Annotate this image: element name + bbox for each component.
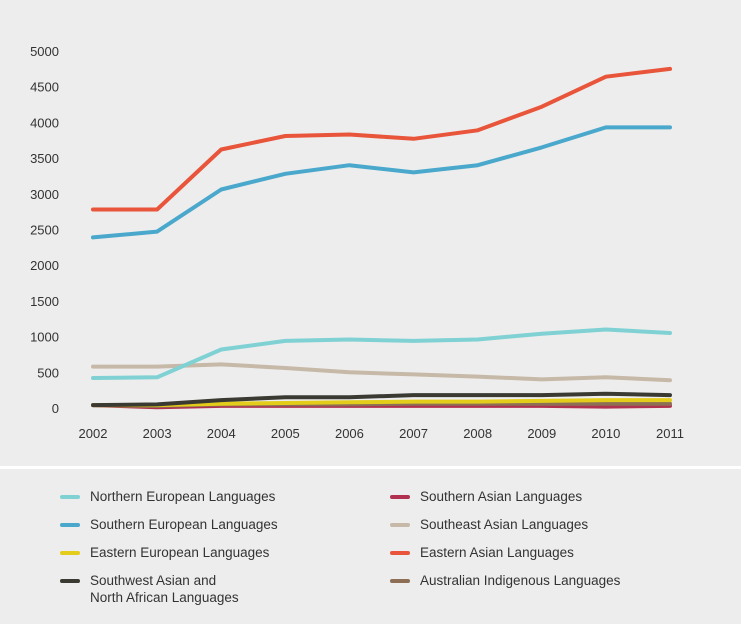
- legend-item: Southeast Asian Languages: [390, 516, 720, 544]
- y-tick-label: 0: [52, 401, 59, 416]
- y-tick-label: 1000: [30, 330, 59, 345]
- series-line-southern-european-languages: [91, 125, 672, 240]
- legend-label: Australian Indigenous Languages: [420, 573, 621, 588]
- legend-label: Eastern European Languages: [90, 545, 270, 560]
- series-line-eastern-asian-languages: [91, 66, 672, 212]
- x-tick-label: 2009: [527, 426, 556, 441]
- series-line-northern-european-languages: [91, 327, 672, 380]
- y-tick-label: 2500: [30, 223, 59, 238]
- legend-item: Eastern Asian Languages: [390, 544, 720, 572]
- line-chart: 0 500 1000 1500 2000 2500 3000 3500 4000 4500 5000…: [30, 44, 684, 441]
- legend-swatch: [390, 551, 410, 555]
- x-tick-label: 2011: [656, 426, 684, 441]
- legend-divider: [0, 466, 741, 469]
- legend-item: Southern European Languages: [60, 516, 390, 544]
- legend-item: Australian Indigenous Languages: [390, 572, 720, 600]
- y-tick-label: 3000: [30, 187, 59, 202]
- x-tick-label: 2006: [335, 426, 364, 441]
- y-tick-label: 1500: [30, 294, 59, 309]
- x-tick-label: 2010: [591, 426, 620, 441]
- y-tick-label: 4000: [30, 115, 59, 130]
- x-tick-label: 2003: [143, 426, 172, 441]
- legend-swatch: [390, 523, 410, 527]
- chart-panel: 0 500 1000 1500 2000 2500 3000 3500 4000 4500 5000…: [30, 44, 684, 441]
- legend-label: Southeast Asian Languages: [420, 517, 589, 532]
- y-tick-label: 500: [37, 365, 59, 380]
- legend-item: Southwest Asian and North African Langua…: [60, 572, 390, 605]
- legend-label: Southern European Languages: [90, 517, 278, 532]
- legend-swatch: [60, 495, 80, 499]
- legend-swatch: [60, 551, 80, 555]
- y-tick-label: 5000: [30, 44, 59, 59]
- series-line-eastern-european-languages: [91, 398, 672, 408]
- x-tick-label: 2005: [271, 426, 300, 441]
- legend-swatch: [390, 495, 410, 499]
- chart-legend: Northern European Languages Southern Asia…: [60, 488, 720, 618]
- legend-label: Southern Asian Languages: [420, 489, 583, 504]
- legend-item: Eastern European Languages: [60, 544, 390, 572]
- legend-item: Northern European Languages: [60, 488, 390, 516]
- legend-swatch: [60, 579, 80, 583]
- series-line-southwest-asian-and-north-african-languages: [91, 391, 672, 408]
- legend-item: Southern Asian Languages: [390, 488, 720, 516]
- y-tick-label: 3500: [30, 151, 59, 166]
- legend-label: Northern European Languages: [90, 489, 276, 504]
- y-tick-label: 2000: [30, 258, 59, 273]
- legend-label: Eastern Asian Languages: [420, 545, 574, 560]
- legend-label: Southwest Asian and North African Langua…: [90, 573, 239, 605]
- x-tick-label: 2008: [463, 426, 492, 441]
- y-tick-label: 4500: [30, 80, 59, 95]
- x-tick-label: 2007: [399, 426, 428, 441]
- x-tick-label: 2004: [207, 426, 236, 441]
- legend-swatch: [390, 579, 410, 583]
- x-tick-label: 2002: [79, 426, 108, 441]
- legend-swatch: [60, 523, 80, 527]
